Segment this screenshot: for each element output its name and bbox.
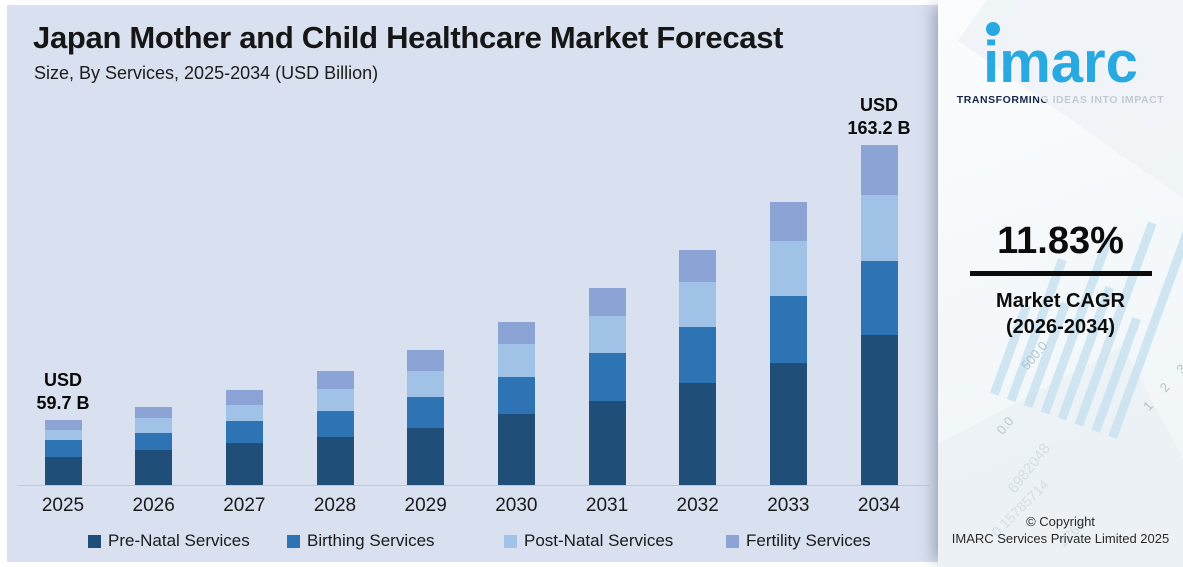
- bar-segment-post-natal-services: [497, 344, 535, 377]
- x-tick-2025: 2025: [41, 495, 85, 516]
- bar-segment-birthing-services: [769, 296, 807, 363]
- bar-segment-pre-natal-services: [407, 428, 445, 485]
- bar-2030: [497, 322, 535, 485]
- chart-panel: Japan Mother and Child Healthcare Market…: [7, 5, 938, 562]
- x-tick-2028: 2028: [313, 495, 357, 516]
- bar-segment-fertility-services: [497, 322, 535, 344]
- copyright-line1: © Copyright: [1026, 514, 1095, 529]
- bar-segment-post-natal-services: [679, 282, 717, 327]
- bar-segment-fertility-services: [225, 390, 263, 405]
- copyright-line2: IMARC Services Private Limited 2025: [951, 531, 1170, 546]
- bar-segment-post-natal-services: [407, 371, 445, 397]
- legend-swatch-icon: [504, 534, 517, 548]
- legend-label: Pre-Natal Services: [108, 531, 250, 550]
- bar-segment-fertility-services: [679, 250, 717, 282]
- x-tick-2030: 2030: [495, 495, 538, 516]
- legend-item-birthing-services: Birthing Services: [287, 531, 435, 551]
- bar-segment-birthing-services: [407, 397, 445, 428]
- bar-segment-pre-natal-services: [860, 335, 898, 485]
- x-tick-2034: 2034: [857, 495, 901, 516]
- logo-dot-icon: [986, 22, 1001, 36]
- bar-segment-pre-natal-services: [497, 414, 535, 485]
- legend-label: Birthing Services: [307, 531, 435, 550]
- copyright: © Copyright IMARC Services Private Limit…: [938, 513, 1183, 547]
- cagr-value: 11.83%: [997, 220, 1124, 262]
- bar-2027: [225, 390, 263, 485]
- bar-segment-pre-natal-services: [316, 437, 354, 485]
- bar-segment-birthing-services: [316, 411, 354, 437]
- legend-item-fertility-services: Fertility Services: [726, 531, 871, 551]
- x-tick-2032: 2032: [676, 495, 719, 516]
- cagr-underline: [969, 271, 1152, 276]
- x-tick-2026: 2026: [132, 495, 175, 516]
- x-axis-line: [17, 485, 929, 486]
- legend-swatch-icon: [287, 534, 300, 548]
- cagr-block: 11.83% Market CAGR (2026-2034): [938, 220, 1183, 340]
- imarc-logo: imarc: [983, 22, 1138, 95]
- bar-segment-birthing-services: [860, 261, 898, 335]
- bar-segment-fertility-services: [407, 350, 445, 371]
- bar-segment-post-natal-services: [44, 430, 82, 440]
- bar-segment-fertility-services: [769, 202, 807, 241]
- cagr-label-line2: (2026-2034): [1006, 316, 1115, 338]
- bar-segment-post-natal-services: [316, 389, 354, 411]
- bar-segment-fertility-services: [316, 371, 354, 389]
- bar-segment-birthing-services: [588, 353, 626, 401]
- chart-subtitle: Size, By Services, 2025-2034 (USD Billio…: [34, 63, 379, 83]
- cagr-label-line1: Market CAGR: [996, 290, 1125, 312]
- bar-segment-pre-natal-services: [225, 443, 263, 485]
- legend-label: Post-Natal Services: [524, 531, 674, 550]
- bar-segment-post-natal-services: [860, 195, 898, 261]
- value-label-2025: USD 59.7 B: [36, 370, 90, 413]
- bar-segment-post-natal-services: [769, 241, 807, 296]
- plot-area: 2025 2026 2027 2028 2029 2030 2031 2032 2033 2034…: [7, 5, 938, 562]
- bar-segment-birthing-services: [679, 327, 717, 383]
- bar-segment-pre-natal-services: [769, 363, 807, 485]
- bar-segment-pre-natal-services: [44, 457, 82, 485]
- logo-wordmark: imarc: [983, 30, 1138, 95]
- x-tick-2031: 2031: [585, 495, 629, 516]
- bar-2034: [860, 145, 898, 485]
- bar-segment-birthing-services: [225, 421, 263, 443]
- bar-segment-pre-natal-services: [588, 401, 626, 485]
- bar-segment-pre-natal-services: [679, 383, 717, 485]
- bar-segment-birthing-services: [497, 377, 535, 414]
- value-label-2034: USD 163.2 B: [847, 95, 911, 138]
- x-tick-2033: 2033: [767, 495, 810, 516]
- bar-segment-pre-natal-services: [135, 450, 173, 485]
- chart-title: Japan Mother and Child Healthcare Market…: [33, 20, 784, 55]
- bar-segment-birthing-services: [135, 433, 173, 450]
- bar-2029: [407, 350, 445, 485]
- bar-segment-post-natal-services: [135, 418, 173, 433]
- bar-segment-post-natal-services: [225, 405, 263, 421]
- bar-segment-fertility-services: [44, 420, 82, 430]
- legend-label: Fertility Services: [746, 531, 871, 550]
- bar-2032: [679, 250, 717, 485]
- bar-2028: [316, 371, 354, 485]
- bar-2033: [769, 202, 807, 485]
- brand-panel: 500.0 0.0 1 2 3 4 6982048 0.15785714 276…: [938, 0, 1183, 567]
- x-tick-2027: 2027: [223, 495, 266, 516]
- bar-segment-post-natal-services: [588, 316, 626, 353]
- legend-swatch-icon: [88, 534, 101, 548]
- bar-2031: [588, 288, 626, 485]
- bar-segment-fertility-services: [135, 407, 173, 418]
- legend-item-pre-natal-services: Pre-Natal Services: [88, 531, 250, 551]
- bar-segment-birthing-services: [44, 440, 82, 457]
- legend-swatch-icon: [726, 534, 739, 548]
- bar-2025: [44, 420, 82, 485]
- bar-segment-fertility-services: [588, 288, 626, 316]
- legend-item-post-natal-services: Post-Natal Services: [504, 531, 673, 551]
- bar-segment-fertility-services: [860, 145, 898, 195]
- bar-2026: [135, 407, 173, 485]
- x-tick-2029: 2029: [404, 495, 447, 516]
